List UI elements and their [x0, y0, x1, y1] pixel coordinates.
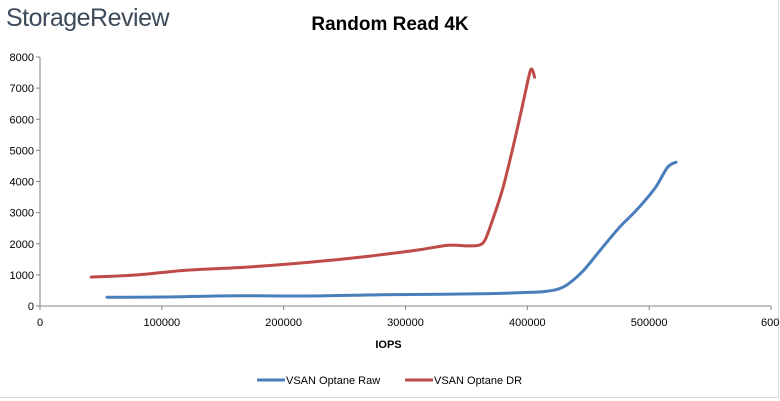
legend-label: VSAN Optane DR — [434, 375, 522, 387]
chart-title: Random Read 4K — [0, 14, 780, 36]
series-lines — [89, 67, 678, 299]
x-tick-label: 100000 — [143, 317, 180, 329]
x-axis-title: IOPS — [375, 339, 401, 351]
y-tick-label: 8000 — [10, 52, 34, 64]
axes — [39, 57, 771, 307]
x-axis-ticks: 0 100000 200000 300000 400000 500000 600000 — [37, 306, 780, 329]
x-tick-label: 300000 — [387, 317, 424, 329]
y-tick-label: 1000 — [10, 270, 34, 282]
y-tick-label: 5000 — [10, 145, 34, 157]
legend-label: VSAN Optane Raw — [286, 375, 380, 387]
y-tick-label: 2000 — [10, 239, 34, 251]
y-tick-label: 3000 — [10, 208, 34, 220]
chart-title-text: Random Read 4K — [311, 14, 469, 35]
legend: VSAN Optane Raw VSAN Optane DR — [257, 375, 522, 387]
y-tick-label: 7000 — [10, 83, 34, 95]
y-tick-label: 0 — [28, 301, 34, 313]
x-tick-label: 0 — [37, 317, 43, 329]
y-tick-label: 6000 — [10, 114, 34, 126]
x-tick-label: 600000 — [761, 317, 780, 329]
x-tick-label: 400000 — [509, 317, 546, 329]
x-tick-label: 500000 — [631, 317, 668, 329]
series-line-vsan-optane-raw — [105, 160, 678, 299]
storagereview-logo: StorageReview — [6, 4, 170, 32]
series-line-vsan-optane-dr — [89, 67, 537, 279]
y-axis-ticks: 0 1000 2000 3000 4000 5000 6000 7000 8000 — [10, 52, 40, 313]
x-tick-label: 200000 — [265, 317, 302, 329]
y-tick-label: 4000 — [10, 177, 34, 189]
